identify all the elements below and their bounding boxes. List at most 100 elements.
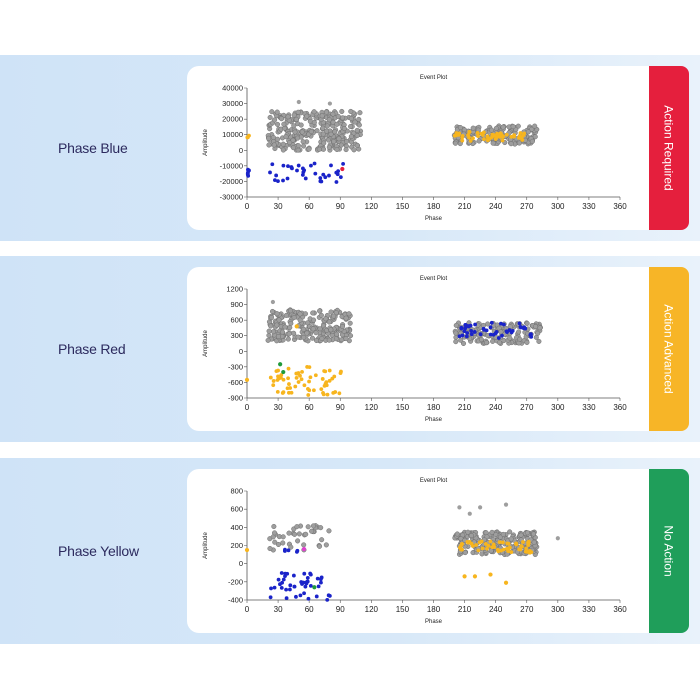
data-point	[343, 147, 349, 153]
data-point	[272, 539, 278, 545]
data-point	[321, 391, 325, 395]
data-point	[269, 109, 275, 115]
data-point	[320, 146, 327, 152]
y-tick-label: 600	[230, 316, 243, 325]
data-point	[274, 109, 280, 115]
data-point	[288, 544, 294, 550]
data-point	[319, 537, 325, 543]
data-point	[279, 571, 284, 575]
data-point	[472, 330, 477, 334]
data-point	[348, 333, 354, 339]
data-point	[488, 548, 494, 554]
data-point	[301, 143, 307, 149]
y-tick-label: 400	[230, 523, 243, 532]
event-plot-card: Event Plot 1200 900 600 300 0 -300 -600 -900 0 30 6…	[187, 267, 649, 431]
data-point	[286, 548, 291, 553]
data-point	[297, 311, 303, 317]
data-point	[318, 525, 324, 531]
data-point	[334, 180, 339, 184]
data-point	[326, 337, 332, 343]
data-point	[504, 132, 509, 137]
data-point	[502, 322, 506, 327]
x-tick-label: 270	[520, 202, 534, 211]
data-point	[295, 371, 300, 376]
chart-title: Event Plot	[420, 75, 448, 81]
x-tick-label: 120	[365, 202, 379, 211]
data-point	[301, 334, 307, 340]
data-point	[289, 390, 294, 395]
data-point	[281, 163, 286, 168]
data-point	[493, 331, 498, 336]
data-point	[292, 129, 298, 135]
data-point	[293, 384, 298, 389]
data-point	[326, 117, 332, 123]
data-point	[322, 369, 327, 373]
data-point	[301, 170, 306, 174]
data-point	[467, 511, 472, 516]
chart-title: Event Plot	[420, 478, 448, 484]
data-point	[532, 123, 538, 129]
chart-title: Event Plot	[420, 276, 448, 282]
status-badge: Action Required	[649, 66, 689, 230]
data-point	[279, 373, 284, 377]
data-point	[295, 538, 301, 544]
data-point	[294, 594, 298, 599]
data-point	[305, 524, 311, 530]
x-tick-label: 90	[336, 605, 345, 614]
status-badge-label: Action Advanced	[662, 304, 676, 394]
data-point	[465, 331, 470, 335]
x-tick-label: 60	[305, 403, 314, 412]
data-point	[337, 391, 342, 396]
data-point	[245, 135, 250, 140]
data-point	[246, 170, 250, 175]
data-point	[521, 540, 525, 544]
data-point	[299, 377, 304, 382]
data-point	[276, 179, 280, 184]
data-point	[319, 580, 323, 585]
data-point	[320, 125, 326, 131]
data-point	[507, 529, 513, 535]
data-point	[472, 574, 478, 579]
data-point	[480, 546, 485, 551]
data-point	[268, 375, 273, 380]
x-tick-label: 180	[427, 202, 441, 211]
data-point	[321, 140, 327, 146]
data-point	[336, 136, 342, 142]
y-tick-label: 40000	[222, 84, 243, 93]
data-point	[460, 333, 465, 338]
data-point	[303, 584, 308, 589]
data-point	[496, 340, 503, 346]
data-point	[320, 377, 325, 381]
data-point	[503, 502, 509, 507]
data-point	[317, 326, 323, 332]
data-point	[482, 137, 486, 142]
data-point	[475, 131, 480, 135]
data-point	[271, 383, 276, 388]
data-point	[274, 311, 280, 317]
data-point	[453, 330, 459, 336]
data-point	[326, 319, 332, 325]
data-point	[356, 122, 362, 128]
data-point	[278, 582, 282, 587]
data-point	[498, 329, 504, 335]
data-point	[329, 163, 333, 168]
status-badge-label: No Action	[662, 525, 676, 577]
data-point	[488, 332, 493, 337]
x-tick-label: 270	[520, 605, 534, 614]
data-point	[338, 371, 343, 376]
data-point	[310, 310, 316, 316]
data-point	[271, 142, 277, 148]
x-tick-label: 150	[396, 202, 410, 211]
data-point	[357, 110, 363, 116]
data-point	[339, 323, 346, 330]
status-badge: Action Advanced	[649, 267, 689, 431]
data-point	[308, 583, 313, 588]
data-point	[348, 108, 354, 114]
data-point	[334, 170, 339, 175]
data-point	[286, 530, 292, 536]
data-point	[290, 137, 296, 143]
y-tick-label: 0	[239, 559, 243, 568]
data-point	[272, 117, 278, 123]
data-point	[532, 134, 538, 140]
x-tick-label: 240	[489, 202, 503, 211]
